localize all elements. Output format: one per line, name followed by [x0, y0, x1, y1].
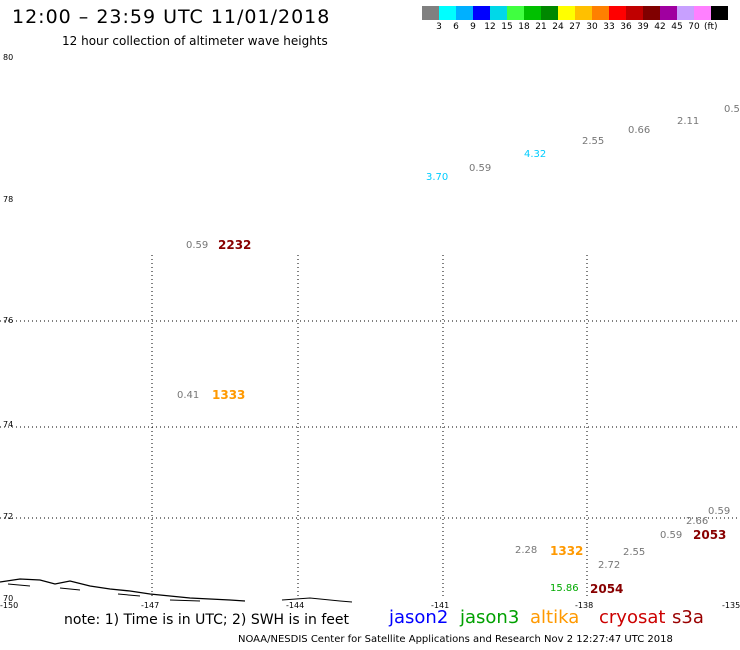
color-scale-swatch — [592, 6, 609, 20]
reading: 2.55 — [623, 547, 646, 558]
note-text: note: 1) Time is in UTC; 2) SWH is in fe… — [64, 612, 350, 628]
color-scale-swatch — [507, 6, 524, 20]
cycle-label: 2053 — [693, 528, 727, 542]
color-scale-label: 45 — [671, 22, 683, 32]
color-scale-swatch — [575, 6, 592, 20]
reading: 2.11 — [677, 116, 700, 127]
lat-label-70: 70 — [3, 594, 14, 603]
reading: 15.86 — [550, 583, 579, 594]
color-scale-label: 21 — [535, 22, 547, 32]
reading: 0.59 — [660, 530, 683, 541]
lon-label-147: -147 — [141, 601, 160, 610]
color-scale-label: 36 — [620, 22, 632, 32]
lat-label-74: 74 — [3, 420, 14, 429]
color-scale-label: 9 — [470, 22, 476, 32]
reading: 0.41 — [177, 390, 200, 401]
color-scale-label: 33 — [603, 22, 615, 32]
reading: 3.70 — [426, 172, 449, 183]
color-scale-swatch — [643, 6, 660, 20]
cycle-label: 2054 — [590, 582, 624, 596]
color-scale-unit: (ft) — [704, 22, 718, 32]
color-scale-label: 70 — [688, 22, 700, 32]
reading: 2.72 — [598, 560, 621, 571]
legend-cryosat: cryosat — [599, 607, 666, 628]
cycle-label: 1332 — [550, 544, 584, 558]
color-scale-label: 6 — [453, 22, 459, 32]
page-title: 12:00 – 23:59 UTC 11/01/2018 — [12, 6, 331, 28]
reading: 2.55 — [582, 136, 605, 147]
reading: 0.66 — [628, 125, 651, 136]
color-scale-label: 39 — [637, 22, 649, 32]
color-scale-swatches — [422, 6, 728, 20]
reading: 2.28 — [515, 545, 538, 556]
color-scale-swatch — [456, 6, 473, 20]
lon-label-138: -138 — [575, 601, 594, 610]
lat-label-78: 78 — [3, 195, 14, 204]
lat-label-76: 76 — [3, 316, 14, 325]
reading: 0.59 — [469, 163, 492, 174]
color-scale-swatch — [490, 6, 507, 20]
color-scale-label: 27 — [569, 22, 581, 32]
lat-label-72: 72 — [3, 512, 14, 521]
color-scale-swatch — [711, 6, 728, 20]
color-scale-label: 24 — [552, 22, 564, 32]
lat-label-80: 80 — [3, 53, 14, 62]
color-scale-swatch — [524, 6, 541, 20]
reading: 4.32 — [524, 149, 547, 160]
color-scale-label: 12 — [484, 22, 496, 32]
color-scale-swatch — [609, 6, 626, 20]
color-scale-swatch — [473, 6, 490, 20]
color-scale-swatch — [677, 6, 694, 20]
color-scale-swatch — [439, 6, 456, 20]
lon-label-141: -141 — [431, 601, 450, 610]
color-scale-label: 18 — [518, 22, 530, 32]
cycle-label: 2232 — [218, 238, 252, 252]
legend-s3a: s3a — [672, 607, 704, 628]
reading: 0.59 — [708, 506, 731, 517]
color-scale-swatch — [558, 6, 575, 20]
cycle-label: 1333 — [212, 388, 246, 402]
lon-label-135: -135 — [722, 601, 740, 610]
legend-jason2: jason2 — [389, 607, 449, 628]
lon-label-144: -144 — [286, 601, 305, 610]
reading: 0.59 — [186, 240, 209, 251]
page-subtitle: 12 hour collection of altimeter wave hei… — [62, 34, 328, 48]
color-scale-label: 15 — [501, 22, 513, 32]
color-scale-swatch — [660, 6, 677, 20]
color-scale-swatch — [541, 6, 558, 20]
coastline — [0, 578, 246, 602]
reading: 2.66 — [686, 516, 709, 527]
lon-label-150: -150 — [0, 601, 19, 610]
credit-line: NOAA/NESDIS Center for Satellite Applica… — [238, 634, 673, 645]
reading: 0.5 — [724, 104, 740, 115]
legend-jason3: jason3 — [460, 607, 520, 628]
color-scale-swatch — [694, 6, 711, 20]
legend-altika: altika — [530, 607, 580, 628]
color-scale-label: 3 — [436, 22, 442, 32]
coastline-islands — [7, 583, 353, 603]
color-scale-label: 42 — [654, 22, 666, 32]
color-scale-swatch — [626, 6, 643, 20]
color-scale-swatch — [422, 6, 439, 20]
color-scale-label: 30 — [586, 22, 598, 32]
